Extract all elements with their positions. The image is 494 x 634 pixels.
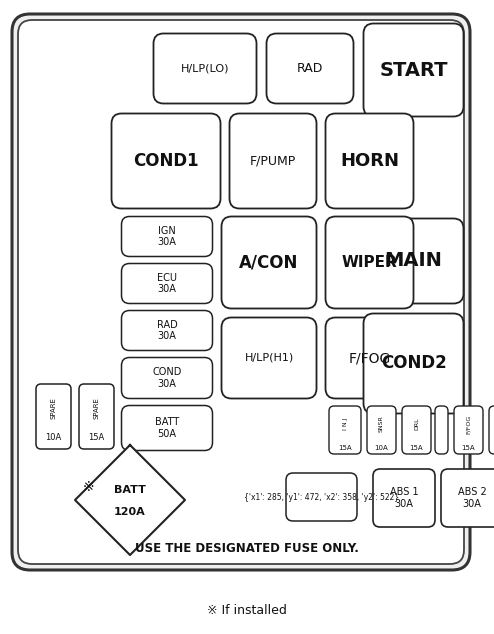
FancyBboxPatch shape [36,384,71,449]
Text: IGN
30A: IGN 30A [158,226,176,247]
FancyBboxPatch shape [12,14,470,570]
FancyBboxPatch shape [435,406,448,454]
Text: 15A: 15A [410,444,423,451]
FancyBboxPatch shape [122,406,212,451]
Text: 10A: 10A [374,444,388,451]
Text: RAD: RAD [297,62,323,75]
FancyBboxPatch shape [329,406,361,454]
Text: H/LP(LO): H/LP(LO) [181,63,229,74]
FancyBboxPatch shape [122,216,212,257]
FancyBboxPatch shape [326,113,413,209]
Text: RAD
30A: RAD 30A [157,320,177,341]
FancyBboxPatch shape [326,216,413,309]
Text: ABS 2
30A: ABS 2 30A [457,487,487,509]
Text: BATT
50A: BATT 50A [155,417,179,439]
FancyBboxPatch shape [79,384,114,449]
Text: SNSR: SNSR [379,416,384,432]
Text: ECU
30A: ECU 30A [157,273,177,294]
FancyBboxPatch shape [122,358,212,399]
FancyBboxPatch shape [364,23,463,117]
Polygon shape [75,445,185,555]
FancyBboxPatch shape [122,311,212,351]
FancyBboxPatch shape [266,34,354,103]
Text: WIPER: WIPER [342,255,397,270]
FancyBboxPatch shape [326,318,413,399]
FancyBboxPatch shape [286,473,357,521]
Text: COND2: COND2 [380,354,447,373]
Text: ※ If installed: ※ If installed [207,604,287,616]
FancyBboxPatch shape [364,219,463,304]
Text: H/LP(H1): H/LP(H1) [245,353,293,363]
Text: 10A: 10A [45,434,62,443]
FancyBboxPatch shape [230,113,317,209]
FancyBboxPatch shape [454,406,483,454]
Text: COND1: COND1 [133,152,199,170]
FancyBboxPatch shape [441,469,494,527]
Text: F/PUMP: F/PUMP [250,155,296,167]
Text: ABS 1
30A: ABS 1 30A [390,487,418,509]
FancyBboxPatch shape [18,20,464,564]
Text: 15A: 15A [88,434,105,443]
Text: {'x1': 285, 'y1': 472, 'x2': 358, 'y2': 522}: {'x1': 285, 'y1': 472, 'x2': 358, 'y2': … [244,493,399,501]
FancyBboxPatch shape [221,318,317,399]
Text: 15A: 15A [338,444,352,451]
Text: BATT: BATT [114,485,146,495]
Text: SPARE: SPARE [93,398,99,420]
Text: I N J: I N J [342,418,347,430]
Text: HORN: HORN [340,152,399,170]
FancyBboxPatch shape [122,264,212,304]
FancyBboxPatch shape [221,216,317,309]
Text: 120A: 120A [114,507,146,517]
Text: 15A: 15A [462,444,475,451]
FancyBboxPatch shape [489,406,494,454]
Text: F/FOG: F/FOG [466,415,471,434]
Text: ※: ※ [82,480,94,494]
FancyBboxPatch shape [402,406,431,454]
Text: DRL: DRL [414,418,419,430]
FancyBboxPatch shape [154,34,256,103]
FancyBboxPatch shape [364,313,463,413]
Text: F/FOG: F/FOG [348,351,391,365]
Text: USE THE DESIGNATED FUSE ONLY.: USE THE DESIGNATED FUSE ONLY. [135,541,359,555]
Text: COND
30A: COND 30A [152,367,182,389]
Text: SPARE: SPARE [50,398,56,420]
FancyBboxPatch shape [112,113,220,209]
FancyBboxPatch shape [367,406,396,454]
Text: START: START [379,60,448,79]
Text: MAIN: MAIN [384,252,443,271]
FancyBboxPatch shape [373,469,435,527]
Text: A/CON: A/CON [239,254,299,271]
